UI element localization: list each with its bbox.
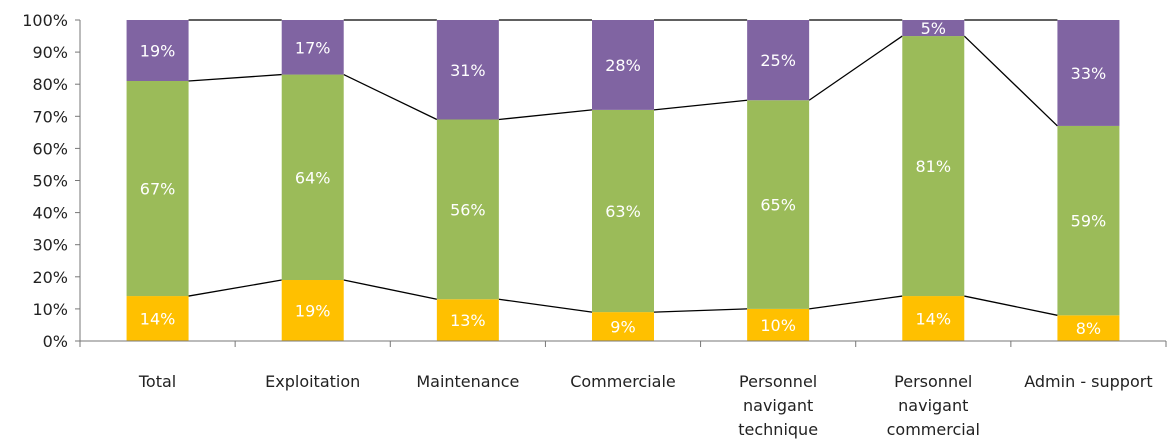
series-line (188, 279, 282, 297)
y-tick-label: 30% (32, 236, 68, 255)
series-line (188, 73, 282, 82)
bar-segment (592, 20, 654, 110)
data-label: 28% (605, 56, 641, 75)
data-label: 63% (605, 202, 641, 221)
bars-group (126, 20, 1120, 341)
bar-segment (902, 36, 965, 297)
bar-segment (436, 20, 499, 120)
axes-group: 0% 10% 20% 30% 40% 50% 60% 70% 80% 90% 100% Total Ex… (22, 11, 1167, 439)
series-line (653, 99, 748, 111)
bar-segment (436, 119, 499, 300)
data-label: 9% (610, 318, 635, 337)
y-tick-label: 50% (32, 172, 68, 191)
x-category-label: Exploitation (265, 372, 360, 391)
data-label: 14% (916, 310, 952, 329)
series-line (343, 73, 438, 121)
data-label: 25% (760, 51, 796, 70)
data-label: 31% (450, 61, 486, 80)
y-tick-label: 100% (22, 11, 68, 30)
labels-group: 14% 67% 19% 19% 64% 17% 13% 56% 31% 9% 63% 28% 10% 65… (140, 19, 1106, 338)
x-category-label: Personnel navigant commercial (887, 372, 980, 439)
data-label: 5% (921, 19, 946, 38)
y-tick-label: 60% (32, 139, 68, 158)
data-label: 65% (760, 196, 796, 215)
bar-segment (126, 80, 189, 297)
series-line (498, 109, 593, 121)
y-tick-label: 10% (32, 300, 68, 319)
x-category-label: Maintenance (416, 372, 519, 391)
data-label: 19% (295, 302, 331, 321)
bar-segment (1057, 20, 1120, 126)
data-label: 81% (916, 157, 952, 176)
y-tick-label: 70% (32, 107, 68, 126)
data-label: 17% (295, 38, 331, 57)
x-category-label: Personnel navigant technique (738, 372, 818, 439)
x-category-label: Total (138, 372, 176, 391)
data-label: 56% (450, 200, 486, 219)
bar-segment (747, 308, 810, 341)
data-label: 67% (140, 180, 176, 199)
bar-segment (281, 20, 344, 75)
bar-segment (902, 296, 965, 341)
bar-segment (747, 20, 810, 101)
bar-segment (126, 296, 189, 341)
series-line (498, 298, 593, 313)
bar-segment (1057, 125, 1120, 316)
x-category-label: Admin - support (1024, 372, 1152, 391)
data-label: 10% (760, 316, 796, 335)
data-label: 8% (1076, 319, 1101, 338)
y-tick-label: 0% (43, 332, 68, 351)
series-line (963, 35, 1058, 127)
bar-segment (1057, 315, 1120, 341)
bar-segment (747, 100, 810, 309)
series-line (809, 295, 903, 310)
y-tick-label: 20% (32, 268, 68, 287)
bar-segment (902, 20, 965, 37)
bar-segment (592, 312, 654, 341)
bar-segment (281, 280, 344, 341)
series-line (653, 308, 748, 313)
bar-segment (126, 20, 189, 81)
x-category-label: Commerciale (570, 372, 676, 391)
y-tick-label: 80% (32, 75, 68, 94)
series-line (343, 279, 437, 300)
series-line (808, 35, 903, 101)
data-label: 14% (140, 310, 176, 329)
bar-segment (436, 299, 499, 341)
series-line (964, 295, 1058, 316)
y-tick-label: 40% (32, 204, 68, 223)
data-label: 59% (1071, 212, 1107, 231)
series-connector-lines (188, 19, 1058, 316)
data-label: 13% (450, 311, 486, 330)
bar-segment (281, 74, 344, 281)
data-label: 19% (140, 41, 176, 60)
y-tick-label: 90% (32, 43, 68, 62)
bar-segment (592, 109, 654, 313)
data-label: 64% (295, 168, 331, 187)
data-label: 33% (1071, 64, 1107, 83)
